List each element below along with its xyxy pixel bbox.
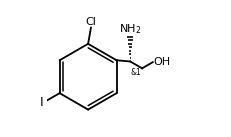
Text: I: I	[40, 96, 43, 109]
Text: Cl: Cl	[85, 17, 96, 27]
Text: &1: &1	[131, 68, 141, 77]
Text: OH: OH	[153, 57, 170, 67]
Text: NH$_2$: NH$_2$	[119, 22, 142, 36]
